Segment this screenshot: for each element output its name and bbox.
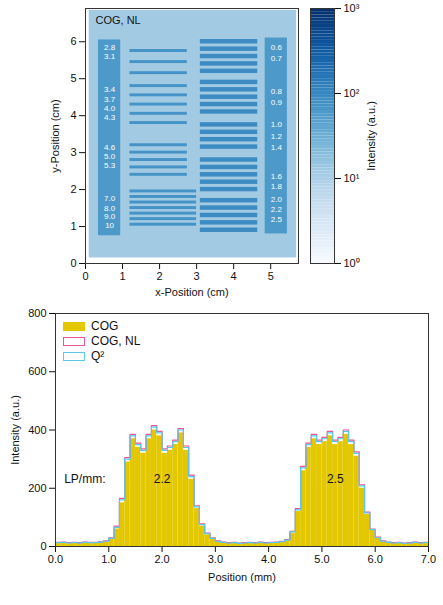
html-text:Q²: Q² xyxy=(91,349,105,363)
svg-text:0.9: 0.9 xyxy=(271,98,283,107)
svg-text:3.4: 3.4 xyxy=(104,85,116,94)
svg-text:1.0: 1.0 xyxy=(271,120,283,129)
svg-text:0.7: 0.7 xyxy=(271,54,283,63)
svg-text:0.6: 0.6 xyxy=(271,43,283,52)
svg-text:5: 5 xyxy=(268,270,274,282)
svg-text:4: 4 xyxy=(70,109,76,121)
svg-text:5.0: 5.0 xyxy=(104,152,116,161)
svg-text:10¹: 10¹ xyxy=(344,172,360,184)
html-text:COG, NL: COG, NL xyxy=(91,334,141,348)
svg-text:4.3: 4.3 xyxy=(104,113,116,122)
svg-text:10²: 10² xyxy=(344,87,360,99)
svg-text:1.0: 1.0 xyxy=(101,553,116,565)
svg-text:1.2: 1.2 xyxy=(271,132,283,141)
svg-text:4.0: 4.0 xyxy=(104,104,116,113)
svg-text:3: 3 xyxy=(194,270,200,282)
svg-text:3.1: 3.1 xyxy=(104,52,116,61)
svg-text:Position (mm): Position (mm) xyxy=(208,571,276,583)
svg-text:8.0: 8.0 xyxy=(104,203,116,213)
svg-text:7.0: 7.0 xyxy=(421,553,436,565)
svg-text:7.0: 7.0 xyxy=(104,194,116,203)
svg-text:0: 0 xyxy=(82,270,88,282)
svg-text:Intensity (a.u.): Intensity (a.u.) xyxy=(9,395,21,465)
svg-text:4.0: 4.0 xyxy=(261,553,276,565)
svg-text:0.0: 0.0 xyxy=(48,553,63,565)
svg-text:400: 400 xyxy=(28,424,46,436)
svg-text:5: 5 xyxy=(70,72,76,84)
svg-text:2.8: 2.8 xyxy=(104,43,116,52)
svg-text:600: 600 xyxy=(28,365,46,377)
svg-text:200: 200 xyxy=(28,482,46,494)
svg-text:2.2: 2.2 xyxy=(271,205,283,214)
svg-text:10: 10 xyxy=(105,221,114,230)
svg-text:0: 0 xyxy=(70,257,76,269)
svg-text:4: 4 xyxy=(231,270,237,282)
svg-text:2: 2 xyxy=(70,183,76,195)
svg-text:LP/mm:: LP/mm: xyxy=(64,472,105,486)
svg-text:0.8: 0.8 xyxy=(271,87,283,96)
svg-text:5.0: 5.0 xyxy=(314,553,329,565)
svg-text:1: 1 xyxy=(119,270,125,282)
svg-text:5.3: 5.3 xyxy=(104,161,116,170)
svg-text:2.5: 2.5 xyxy=(327,472,344,486)
svg-text:800: 800 xyxy=(28,307,46,319)
svg-text:1: 1 xyxy=(70,220,76,232)
svg-text:3.0: 3.0 xyxy=(208,553,223,565)
svg-text:4.6: 4.6 xyxy=(104,143,116,152)
svg-text:1.6: 1.6 xyxy=(271,172,283,181)
svg-text:0: 0 xyxy=(40,540,46,552)
svg-text:3: 3 xyxy=(70,146,76,158)
svg-text:1.4: 1.4 xyxy=(271,143,283,152)
svg-text:Intensity (a.u.): Intensity (a.u.) xyxy=(365,101,377,171)
svg-text:2.5: 2.5 xyxy=(271,215,283,224)
svg-text:3.7: 3.7 xyxy=(104,95,116,104)
svg-text:6.0: 6.0 xyxy=(368,553,383,565)
svg-text:10⁰: 10⁰ xyxy=(344,257,360,269)
html-text:COG: COG xyxy=(91,319,119,333)
svg-text:2: 2 xyxy=(157,270,163,282)
svg-text:x-Position (cm): x-Position (cm) xyxy=(155,286,228,298)
svg-text:6: 6 xyxy=(70,35,76,47)
svg-text:9.0: 9.0 xyxy=(104,212,116,221)
svg-text:2.0: 2.0 xyxy=(271,195,283,204)
svg-text:2.0: 2.0 xyxy=(154,553,169,565)
svg-text:2.2: 2.2 xyxy=(154,472,171,486)
svg-text:10³: 10³ xyxy=(344,2,360,14)
svg-text:1.8: 1.8 xyxy=(271,182,283,191)
svg-text:COG, NL: COG, NL xyxy=(96,14,141,26)
svg-text:y-Position (cm): y-Position (cm) xyxy=(49,99,61,172)
